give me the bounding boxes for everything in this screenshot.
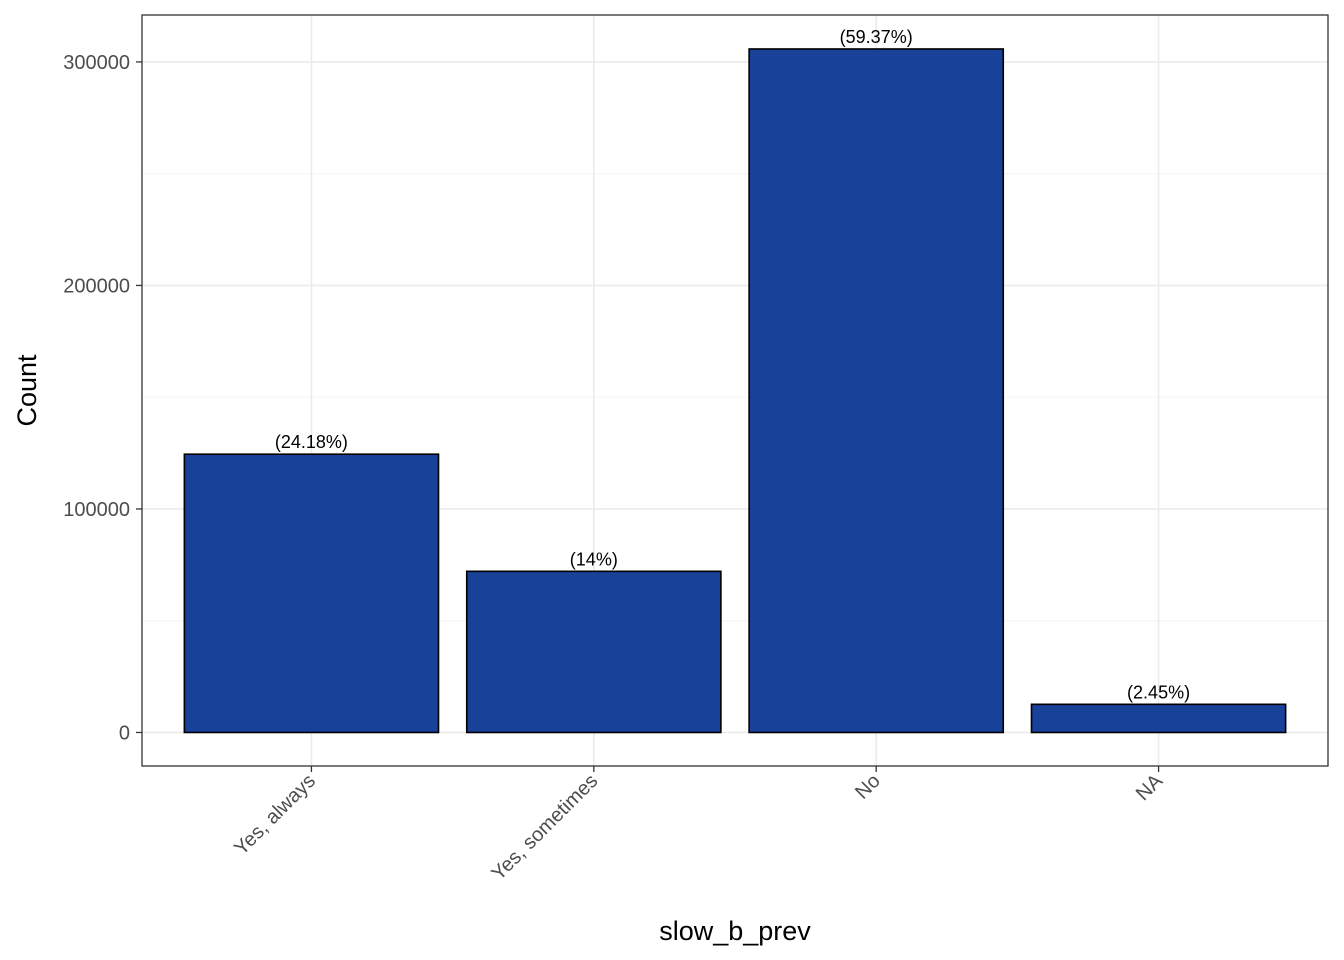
data-labels: (24.18%) (14%) (59.37%) (2.45%) — [275, 27, 1190, 702]
data-label: (59.37%) — [840, 27, 913, 47]
y-tick-label: 0 — [119, 722, 130, 744]
x-axis-title: slow_b_prev — [659, 916, 811, 946]
y-tick-label: 100000 — [63, 499, 130, 521]
panel-border — [141, 14, 1329, 767]
y-tick-label: 300000 — [63, 52, 130, 74]
y-axis: 0 100000 200000 300000 — [63, 52, 142, 744]
bar — [183, 453, 440, 734]
bar — [465, 570, 722, 734]
y-tick-label: 200000 — [63, 275, 130, 297]
bars — [183, 48, 1287, 734]
data-label: (24.18%) — [275, 432, 348, 452]
bar — [748, 48, 1005, 734]
y-axis-title: Count — [12, 354, 42, 427]
data-label: (2.45%) — [1127, 682, 1190, 702]
bar — [1030, 703, 1287, 734]
data-label: (14%) — [570, 549, 618, 569]
